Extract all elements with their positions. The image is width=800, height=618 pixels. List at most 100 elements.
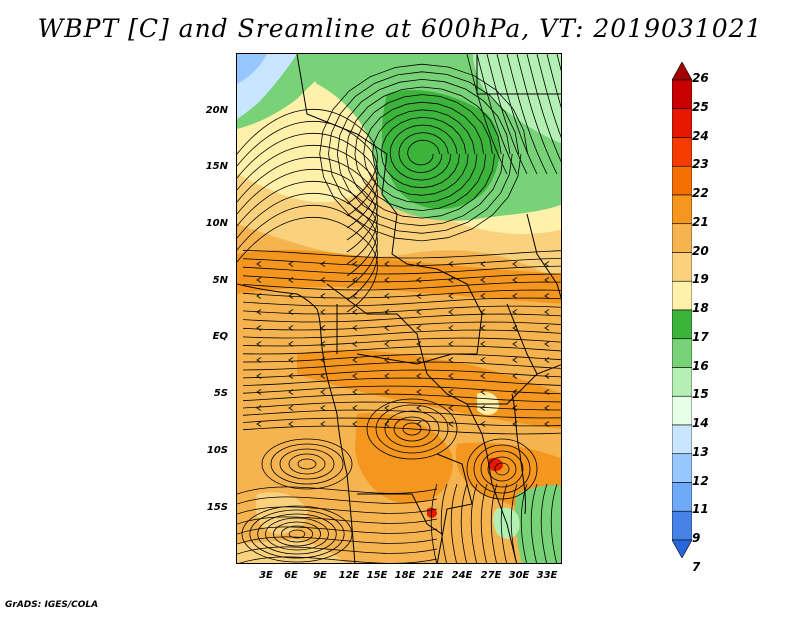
streamline-arrow [384,293,390,299]
streamline-arrow [448,405,454,411]
colorbar-label: 13 [692,444,709,459]
streamline [237,180,378,277]
streamline [237,168,378,265]
streamline [372,109,476,196]
streamline-arrow [544,261,550,267]
streamline [288,529,306,539]
streamline-arrow [544,421,550,427]
streamline-arrow [256,293,262,299]
streamline [430,483,438,563]
streamline-arrow [352,421,358,427]
streamline-arrow [256,389,262,395]
streamline [354,94,493,211]
streamline [556,54,561,72]
colorbar-label: 21 [692,214,709,229]
streamline [237,526,438,535]
streamline-arrow [416,277,422,283]
streamline [237,536,438,545]
wbpt-shading [237,54,561,563]
streamline-arrow [256,309,262,315]
streamline [500,483,508,563]
streamline-arrow [288,357,294,363]
map-panel [236,53,562,564]
streamline [237,216,378,313]
colorbar-swatch [672,137,692,167]
streamline-arrow [384,261,390,267]
streamline [241,505,353,563]
streamline [242,425,561,435]
streamline [540,483,548,563]
streamline [280,525,314,543]
streamline [237,486,438,495]
lat-label: EQ [212,331,228,342]
streamline [476,54,518,175]
streamline-arrow [544,325,550,331]
streamline-arrow [256,421,262,427]
lon-label: 24E [451,570,473,581]
streamline-arrow [448,373,454,379]
chart-title: WBPT [C] and Sreamline at 600hPa, VT: 20… [37,14,763,43]
streamline-arrow [384,405,390,411]
lat-label: 10S [206,445,228,456]
streamline [530,483,538,563]
lat-label: 20N [205,105,228,116]
colorbar-label: 16 [692,358,709,373]
country-borders [237,54,561,563]
streamline [237,192,378,289]
streamline-arrow [256,325,262,331]
streamline [363,101,484,204]
streamline-arrow [544,357,550,363]
lat-label: 15S [206,502,228,513]
streamline [242,337,561,347]
streamline [494,462,510,476]
lat-label: 15N [205,161,228,172]
map-svg [237,54,561,563]
streamline-arrow [288,293,294,299]
streamline [279,448,335,480]
lon-label: 30E [508,570,530,581]
streamline [242,393,561,403]
streamline [480,483,488,563]
streamline-arrow [384,389,390,395]
lat-label: 5S [213,388,228,399]
streamline-arrow [288,261,294,267]
colorbar-swatch [672,510,692,541]
colorbar-swatch [672,108,692,138]
country-border [466,403,518,563]
streamline-arrow [384,357,390,363]
streamline-arrow [512,341,518,347]
country-border [436,453,473,563]
country-border [426,364,561,405]
streamline-arrow [352,357,358,363]
streamline [249,509,345,559]
colorbar-swatch [672,165,692,196]
streamline-arrow [320,405,326,411]
colorbar-swatch [672,367,692,397]
streamline [440,483,448,563]
streamline-arrow [480,293,486,299]
colorbar-label: 24 [692,128,709,143]
streamline-arrow [288,341,294,347]
streamlines [237,54,561,563]
streamline-arrow [384,421,390,427]
streamline [237,156,378,253]
streamline [242,377,561,386]
streamline-arrow [544,293,550,299]
streamline-arrow [352,261,358,267]
colorbar-bottom-arrow [672,539,692,558]
streamline-arrow [480,325,486,331]
streamline [242,289,561,299]
streamline-arrow [544,405,550,411]
streamline-arrow [448,277,454,283]
streamline-arrow [320,277,326,283]
streamline-arrow [448,341,454,347]
colorbar-swatch [672,79,692,110]
streamline [273,521,321,547]
lon-label: 33E [536,570,558,581]
streamline-arrow [512,277,518,283]
streamline [328,71,520,234]
streamline [319,63,528,242]
streamline [237,506,438,515]
streamline-arrow [544,309,550,315]
colorbar-label: 7 [692,559,701,574]
